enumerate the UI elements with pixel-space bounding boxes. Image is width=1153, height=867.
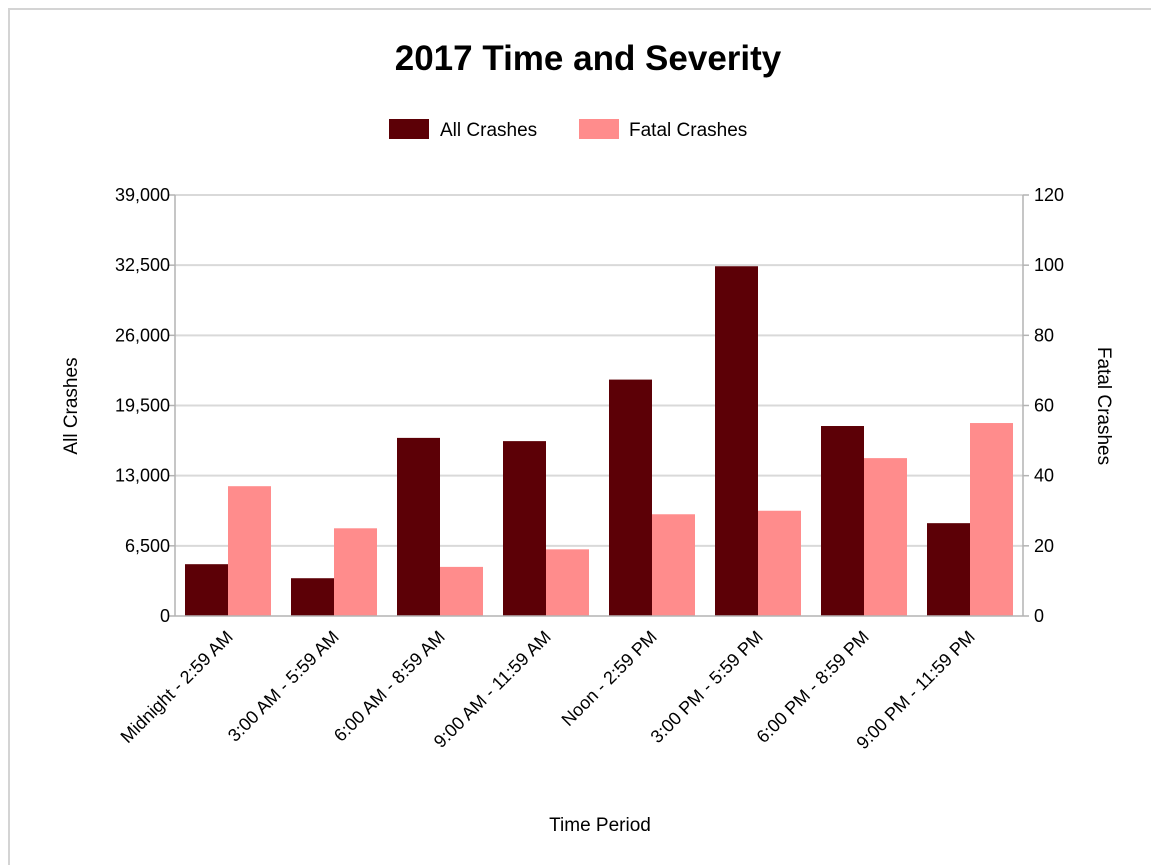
left-tick-label: 19,500 xyxy=(115,396,170,416)
bar-fatal-crashes xyxy=(864,458,907,616)
category-label: 6:00 AM - 8:59 AM xyxy=(330,627,449,746)
right-axis-ticks: 0 20 40 60 80 100 120 xyxy=(1023,185,1064,626)
bar-fatal-crashes xyxy=(228,486,271,616)
bar-all-crashes xyxy=(503,441,546,616)
x-axis-title: Time Period xyxy=(549,815,651,836)
right-tick-label: 40 xyxy=(1034,466,1054,486)
left-tick-label: 13,000 xyxy=(115,466,170,486)
category-label: Noon - 2:59 PM xyxy=(558,627,661,730)
legend-swatch-fatal-crashes xyxy=(579,119,619,139)
legend-label-fatal-crashes: Fatal Crashes xyxy=(629,120,747,141)
bars xyxy=(185,266,1013,616)
bar-all-crashes xyxy=(609,379,652,616)
category-label: 6:00 PM - 8:59 PM xyxy=(753,627,873,747)
legend-label-all-crashes: All Crashes xyxy=(440,120,537,141)
category-label: 9:00 PM - 11:59 PM xyxy=(852,627,978,753)
bar-fatal-crashes xyxy=(546,549,589,616)
left-tick-label: 26,000 xyxy=(115,325,170,345)
bar-fatal-crashes xyxy=(652,514,695,616)
bar-all-crashes xyxy=(715,266,758,616)
category-label: 9:00 AM - 11:59 AM xyxy=(430,627,555,752)
chart-frame xyxy=(8,8,1151,865)
right-axis-title: Fatal Crashes xyxy=(1093,347,1114,465)
right-tick-label: 60 xyxy=(1034,396,1054,416)
right-tick-label: 20 xyxy=(1034,536,1054,556)
category-label: 3:00 PM - 5:59 PM xyxy=(647,627,767,747)
left-tick-label: 32,500 xyxy=(115,255,170,275)
left-axis-title: All Crashes xyxy=(61,357,82,454)
bar-fatal-crashes xyxy=(440,566,483,616)
right-tick-label: 100 xyxy=(1034,255,1064,275)
right-tick-label: 0 xyxy=(1034,606,1044,626)
category-label: 3:00 AM - 5:59 AM xyxy=(224,627,343,746)
legend: All Crashes Fatal Crashes xyxy=(389,119,747,141)
right-tick-label: 80 xyxy=(1034,325,1054,345)
bar-fatal-crashes xyxy=(970,423,1013,616)
category-labels: Midnight - 2:59 AM3:00 AM - 5:59 AM6:00 … xyxy=(117,627,979,753)
chart-title: 2017 Time and Severity xyxy=(395,39,782,78)
bar-fatal-crashes xyxy=(334,528,377,616)
bar-all-crashes xyxy=(185,564,228,616)
bar-fatal-crashes xyxy=(758,510,801,616)
legend-swatch-all-crashes xyxy=(389,119,429,139)
category-label: Midnight - 2:59 AM xyxy=(117,627,237,747)
left-tick-label: 6,500 xyxy=(125,536,170,556)
left-tick-label: 39,000 xyxy=(115,185,170,205)
left-tick-label: 0 xyxy=(160,606,170,626)
left-axis-ticks: 0 6,500 13,000 19,500 26,000 32,500 39,000 xyxy=(115,185,175,626)
bar-all-crashes xyxy=(291,578,334,616)
bar-all-crashes xyxy=(821,426,864,616)
bar-all-crashes xyxy=(927,523,970,616)
right-tick-label: 120 xyxy=(1034,185,1064,205)
bar-all-crashes xyxy=(397,437,440,616)
